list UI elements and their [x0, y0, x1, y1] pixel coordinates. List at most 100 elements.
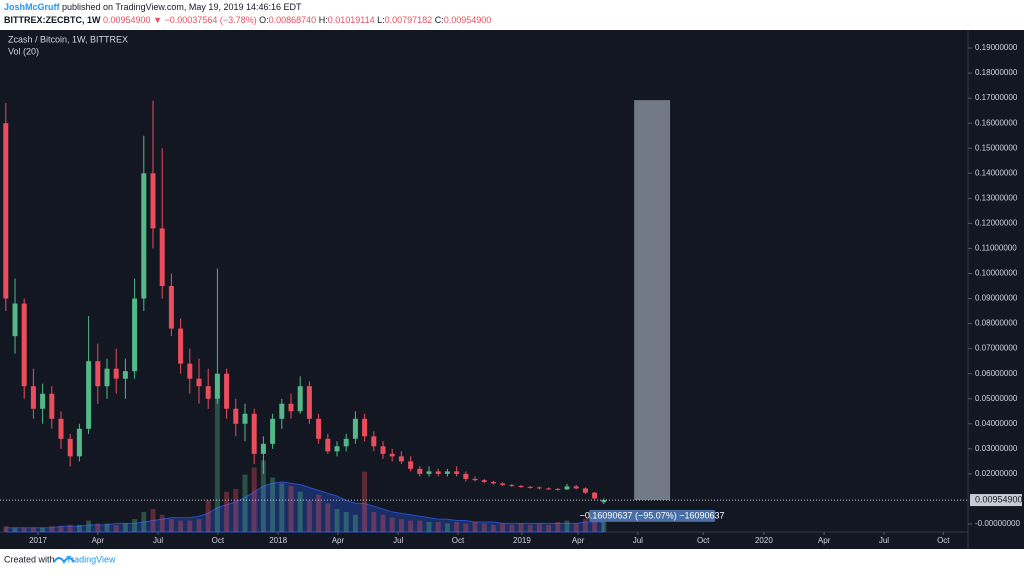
candle-body: [509, 484, 515, 486]
candle-body: [362, 418, 368, 437]
candle-body: [242, 413, 248, 424]
volume-bar: [141, 511, 147, 532]
candle-body: [49, 393, 55, 419]
candle-body: [95, 361, 101, 387]
volume-bar: [288, 486, 294, 532]
y-tick-label: 0.03000000: [975, 444, 1018, 453]
volume-bar: [546, 524, 552, 532]
volume-bar: [426, 521, 432, 532]
candle-body: [30, 386, 36, 409]
plot: [3, 100, 607, 533]
x-tick-label: Oct: [212, 536, 225, 545]
y-tick-label: 0.09000000: [975, 294, 1018, 303]
candle-body: [12, 303, 18, 337]
candle-body: [40, 393, 46, 409]
volume-bar: [362, 471, 368, 532]
candle-body: [141, 173, 147, 299]
symbol: BITTREX:ZECBTC, 1W: [4, 15, 101, 25]
y-tick-label: 0.07000000: [975, 344, 1018, 353]
x-tick-label: Jul: [633, 536, 643, 545]
volume-bar: [214, 388, 220, 532]
range-label-box: [589, 509, 716, 522]
volume-bar: [536, 523, 542, 532]
volume-bar: [472, 521, 478, 532]
y-tick-label: 0.18000000: [975, 68, 1018, 77]
volume-bar: [40, 527, 46, 532]
volume-bar: [49, 526, 55, 532]
volume-bar: [67, 524, 73, 532]
high: 0.01019114: [328, 15, 375, 25]
range-box: [634, 100, 671, 500]
candle-body: [316, 418, 322, 439]
volume-bar: [601, 520, 607, 532]
volume-bar: [334, 509, 340, 532]
candle-body: [58, 418, 64, 439]
volume-bar: [132, 519, 138, 532]
candle-body: [113, 368, 119, 379]
chart-title: Zcash / Bitcoin, 1W, BITTREX: [8, 34, 128, 44]
volume-bar: [306, 500, 312, 532]
volume-bar: [113, 524, 119, 532]
volume-bar: [58, 526, 64, 532]
candle-body: [279, 403, 285, 419]
candle-body: [463, 473, 469, 479]
volume-bar: [104, 523, 110, 532]
volume-bar: [490, 524, 496, 532]
candle-body: [288, 403, 294, 412]
y-tick-label: 0.10000000: [975, 269, 1018, 278]
candle-body: [490, 481, 496, 484]
candle-body: [233, 408, 239, 424]
candle-body: [582, 488, 588, 493]
candle-body: [21, 303, 27, 387]
volume-bar: [417, 520, 423, 532]
volume-bar: [500, 523, 506, 532]
volume-bar: [352, 514, 358, 532]
footer-brand[interactable]: TradingView: [66, 554, 116, 564]
volume-bar: [251, 467, 257, 532]
volume-label: Vol (20): [8, 46, 39, 56]
candle-body: [150, 173, 156, 229]
volume-bar: [205, 500, 211, 532]
volume-bar: [343, 511, 349, 532]
volume-bar: [297, 491, 303, 532]
candle-body: [417, 468, 423, 474]
candle-body: [178, 328, 184, 364]
y-tick-label: 0.05000000: [975, 394, 1018, 403]
candle-body: [122, 371, 128, 379]
candle-body: [67, 438, 73, 457]
candle-body: [334, 446, 340, 452]
candle-body: [325, 438, 331, 452]
volume-bar: [380, 514, 386, 532]
volume-bar: [260, 460, 266, 532]
volume-bar: [316, 494, 322, 532]
volume-bar: [371, 511, 377, 532]
candle-body: [224, 373, 230, 409]
x-tick-label: Jul: [393, 536, 403, 545]
y-tick-label: 0.06000000: [975, 369, 1018, 378]
y-tick-label: 0.14000000: [975, 168, 1018, 177]
volume-bar: [527, 524, 533, 532]
candle-body: [435, 471, 441, 474]
volume-bar: [159, 514, 165, 532]
candle-body: [3, 123, 9, 299]
author: JoshMcGruff: [4, 2, 61, 12]
y-tick-label: 0.11000000: [975, 244, 1017, 253]
volume-bar: [12, 527, 18, 532]
volume-bar: [196, 519, 202, 532]
volume-ma-area: [5, 481, 605, 533]
arrow: ▼: [153, 15, 162, 25]
footer-created: Created with: [4, 554, 55, 564]
volume-bar: [592, 517, 598, 532]
candle-body: [426, 471, 432, 474]
volume-bar: [564, 520, 570, 532]
quote-line: BITTREX:ZECBTC, 1W 0.00954900 ▼ −0.00037…: [4, 15, 491, 25]
close: 0.00954900: [444, 15, 492, 25]
x-tick-label: Apr: [92, 536, 105, 545]
candle-body: [159, 228, 165, 287]
candle-body: [444, 471, 450, 474]
volume-bar: [168, 519, 174, 532]
candle-body: [389, 453, 395, 457]
volume-bar: [3, 526, 9, 532]
volume-bar: [233, 488, 239, 532]
